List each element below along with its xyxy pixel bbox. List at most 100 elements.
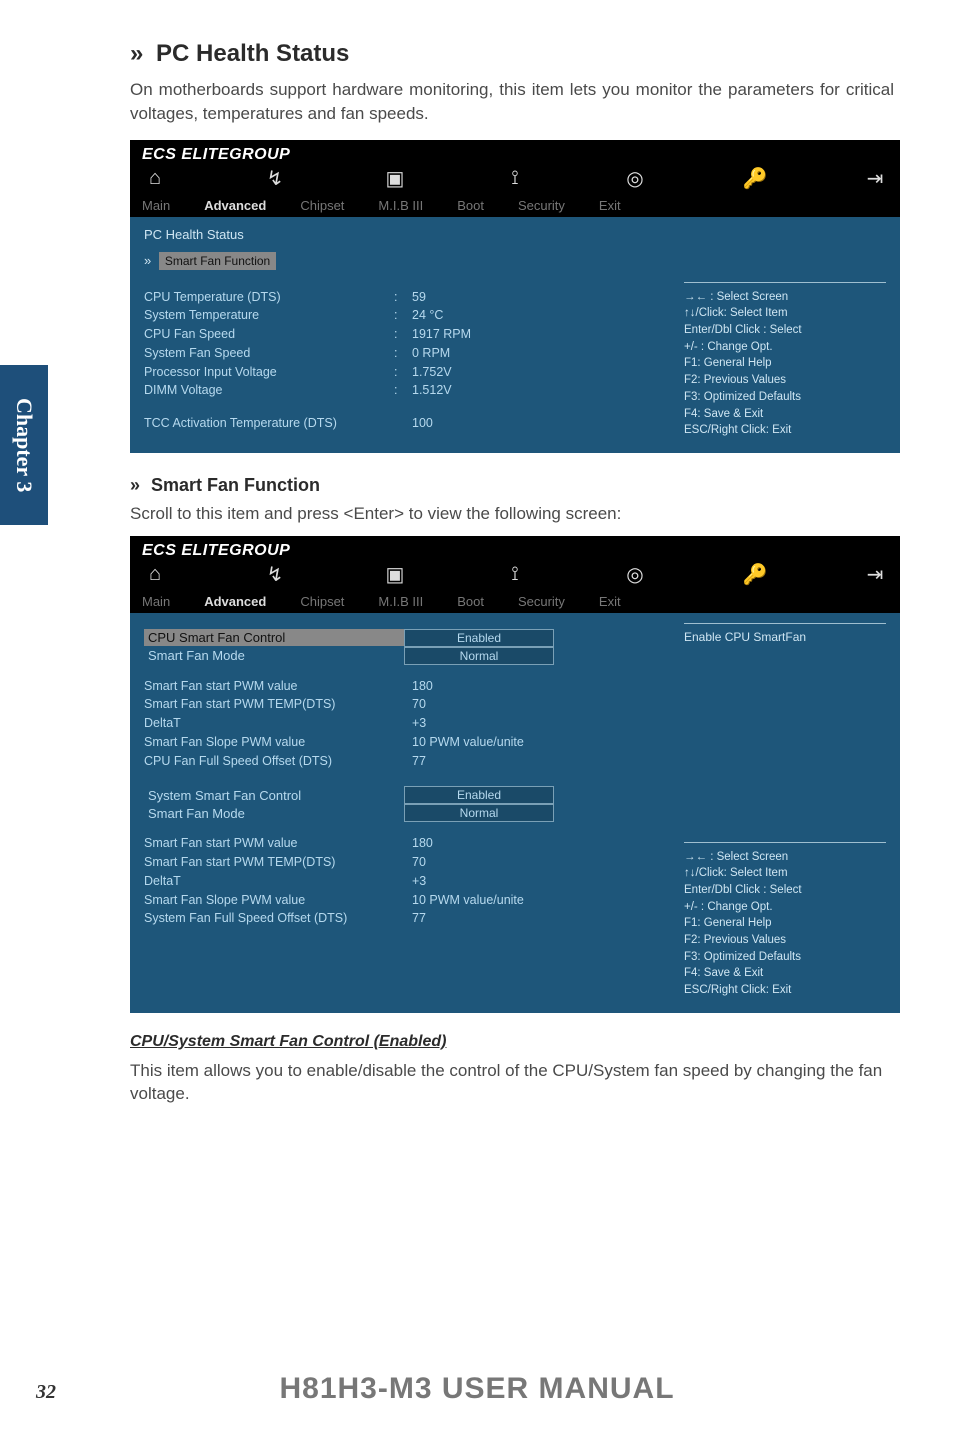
section-desc: On motherboards support hardware monitor… — [130, 78, 894, 126]
chevron-right-icon: » — [144, 253, 151, 268]
arrow-icon: ↯ — [262, 562, 288, 588]
param-desc: This item allows you to enable/disable t… — [130, 1059, 894, 1107]
chip-icon: ▣ — [382, 166, 408, 192]
bios-breadcrumb: PC Health Status — [144, 227, 656, 242]
bios-val: 70 — [412, 853, 426, 872]
bios-row: System Temperature:24 °C — [144, 306, 656, 325]
help-line: F3: Optimized Defaults — [684, 389, 886, 406]
colon: : — [394, 363, 412, 382]
colon: : — [394, 288, 412, 307]
bios-tab-mib: M.I.B III — [378, 198, 423, 213]
bios-section-row: » Smart Fan Function — [144, 252, 656, 280]
bios-tab-mib: M.I.B III — [378, 594, 423, 609]
bios-val: 77 — [412, 909, 426, 928]
antenna-icon: ⟟ — [502, 166, 528, 192]
bios-key: System Fan Speed — [144, 344, 394, 363]
bios-key: Smart Fan start PWM TEMP(DTS) — [144, 853, 412, 872]
bios-val: 100 — [412, 414, 433, 433]
bios-row: Smart Fan ModeNormal — [144, 804, 656, 822]
bios-row: DeltaT+3 — [144, 872, 656, 891]
help-line: ESC/Right Click: Exit — [684, 422, 886, 439]
bios-icon-row: ⌂ ↯ ▣ ⟟ ◎ 🔑 ⇥ — [130, 560, 900, 594]
bios-row: Smart Fan start PWM TEMP(DTS)70 — [144, 695, 656, 714]
bios-key: CPU Smart Fan Control — [144, 629, 404, 646]
help-line: F4: Save & Exit — [684, 965, 886, 982]
bios-row: DeltaT+3 — [144, 714, 656, 733]
help-line: →← : Select Screen — [684, 289, 886, 306]
arrow-icon: ↯ — [262, 166, 288, 192]
bios-val: 77 — [412, 752, 426, 771]
bios-row: Smart Fan Slope PWM value10 PWM value/un… — [144, 891, 656, 910]
bios-key: TCC Activation Temperature (DTS) — [144, 414, 412, 433]
home-icon: ⌂ — [142, 562, 168, 588]
bios-help-panel: Enable CPU SmartFan →← : Select Screen ↑… — [670, 613, 900, 1013]
help-line: Enter/Dbl Click : Select — [684, 882, 886, 899]
subsection-title: » Smart Fan Function — [130, 475, 894, 496]
bios-row: Processor Input Voltage:1.752V — [144, 363, 656, 382]
key-icon: 🔑 — [742, 562, 768, 588]
help-box: →← : Select Screen ↑↓/Click: Select Item… — [684, 842, 886, 999]
bios-tab-boot: Boot — [457, 198, 484, 213]
bios-tabs: Main Advanced Chipset M.I.B III Boot Sec… — [130, 594, 900, 613]
help-line: ↑↓/Click: Select Item — [684, 865, 886, 882]
bios-key: DIMM Voltage — [144, 381, 394, 400]
bios-row: System Fan Full Speed Offset (DTS)77 — [144, 909, 656, 928]
bios-key: Smart Fan start PWM value — [144, 677, 412, 696]
bios-row: TCC Activation Temperature (DTS)100 — [144, 414, 656, 433]
bios-row: CPU Temperature (DTS):59 — [144, 288, 656, 307]
help-box: →← : Select Screen ↑↓/Click: Select Item… — [684, 282, 886, 439]
home-icon: ⌂ — [142, 166, 168, 192]
bios-val: Enabled — [404, 786, 554, 804]
antenna-icon: ⟟ — [502, 562, 528, 588]
help-top-text: Enable CPU SmartFan — [684, 623, 886, 644]
bios-row: Smart Fan start PWM value180 — [144, 677, 656, 696]
bios-val: 59 — [412, 288, 426, 307]
chevron-right-icon: » — [130, 475, 140, 495]
bios-key: Smart Fan Mode — [144, 805, 404, 822]
bios-body: PC Health Status » Smart Fan Function CP… — [130, 217, 900, 453]
bios-key: CPU Temperature (DTS) — [144, 288, 394, 307]
bios-key: CPU Fan Speed — [144, 325, 394, 344]
bios-section-header: Smart Fan Function — [159, 252, 276, 270]
bios-key: DeltaT — [144, 872, 412, 891]
bios-help-panel: →← : Select Screen ↑↓/Click: Select Item… — [670, 217, 900, 453]
bios-logo: ECS ELITEGROUP — [130, 536, 900, 560]
bios-key: Processor Input Voltage — [144, 363, 394, 382]
help-line: ↑↓/Click: Select Item — [684, 305, 886, 322]
bios-key: Smart Fan start PWM value — [144, 834, 412, 853]
help-line: F4: Save & Exit — [684, 406, 886, 423]
bios-val: +3 — [412, 714, 426, 733]
bios-row: System Fan Speed:0 RPM — [144, 344, 656, 363]
bios-key: CPU Fan Full Speed Offset (DTS) — [144, 752, 412, 771]
bios-val: 10 PWM value/unite — [412, 891, 524, 910]
footer-title: H81H3-M3 USER MANUAL — [0, 1372, 954, 1406]
bios-val: 0 RPM — [412, 344, 450, 363]
bios-body: CPU Smart Fan ControlEnabled Smart Fan M… — [130, 613, 900, 1013]
section-title: » PC Health Status — [130, 40, 894, 68]
bios-screenshot-2: ECS ELITEGROUP ⌂ ↯ ▣ ⟟ ◎ 🔑 ⇥ Main Advanc… — [130, 536, 900, 1013]
bios-val: Normal — [404, 647, 554, 665]
help-line: Enter/Dbl Click : Select — [684, 322, 886, 339]
bios-key: System Smart Fan Control — [144, 787, 404, 804]
chapter-tab: Chapter 3 — [0, 365, 48, 525]
chip-icon: ▣ — [382, 562, 408, 588]
bios-tab-security: Security — [518, 198, 565, 213]
subsection-title-text: Smart Fan Function — [151, 475, 320, 495]
bios-val: 70 — [412, 695, 426, 714]
bios-row: System Smart Fan ControlEnabled — [144, 786, 656, 804]
bios-val: 1.752V — [412, 363, 452, 382]
section-title-text: PC Health Status — [156, 40, 349, 67]
bios-key: Smart Fan start PWM TEMP(DTS) — [144, 695, 412, 714]
key-icon: 🔑 — [742, 166, 768, 192]
bios-row: CPU Fan Full Speed Offset (DTS)77 — [144, 752, 656, 771]
help-line: →← : Select Screen — [684, 849, 886, 866]
colon: : — [394, 344, 412, 363]
bios-key: System Fan Full Speed Offset (DTS) — [144, 909, 412, 928]
bios-left-panel: PC Health Status » Smart Fan Function CP… — [130, 217, 670, 453]
bios-tab-main: Main — [142, 198, 170, 213]
bios-row: CPU Smart Fan ControlEnabled — [144, 629, 656, 647]
bios-row: DIMM Voltage:1.512V — [144, 381, 656, 400]
bios-row: Smart Fan ModeNormal — [144, 647, 656, 665]
colon: : — [394, 381, 412, 400]
help-line: +/- : Change Opt. — [684, 339, 886, 356]
